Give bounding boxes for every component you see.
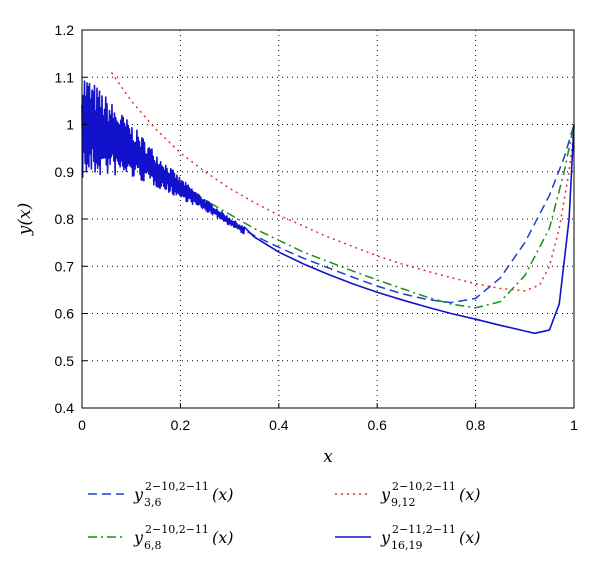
x-tick-label: 1 [570,417,578,433]
legend-superscript: 2−10,2−11 [145,523,209,536]
legend-symbol: y [380,528,391,547]
legend-superscript: 2−11,2−11 [392,523,456,536]
x-tick-label: 0 [78,417,86,433]
series-line-2 [81,123,575,309]
y-tick-label: 1 [66,117,74,133]
legend-subscript: 16,19 [391,539,423,552]
legend-subscript: 3,6 [144,496,162,509]
legend: y 2−10,2−113,6 (x) y 2−10,2−119,12 (x)y 2−10,2… [88,480,481,552]
y-tick-label: 0.8 [55,211,75,227]
legend-symbol: y [380,485,391,504]
x-tick-label: 0.6 [367,417,387,433]
legend-symbol: y [133,485,144,504]
legend-argument: (x) [459,485,481,504]
legend-item-3: y 2−10,2−11 9,12 (x) [335,480,481,509]
y-tick-label: 0.9 [55,164,75,180]
y-tick-label: 0.6 [55,306,75,322]
y-tick-label: 0.4 [55,400,75,416]
x-axis-label: x [323,447,333,467]
legend-superscript: 2−10,2−11 [145,480,209,493]
series-lines [81,72,575,335]
legend-superscript: 2−10,2−11 [392,480,456,493]
legend-item-1: y 2−10,2−11 3,6 (x) [88,480,234,509]
legend-symbol: y [133,528,144,547]
legend-subscript: 6,8 [144,539,162,552]
x-tick-label: 0.4 [269,417,289,433]
y-tick-label: 0.5 [55,353,75,369]
x-tick-label: 0.2 [171,417,191,433]
legend-item-2: y 2−10,2−11 6,8 (x) [88,523,234,552]
legend-subscript: 9,12 [391,496,416,509]
series-line-1 [81,124,575,304]
legend-item-4: y 2−11,2−11 16,19 (x) [335,523,481,552]
series-line-4 [81,80,575,335]
x-tick-label: 0.8 [466,417,486,433]
grid-lines [81,29,575,409]
series-line-3 [110,72,575,292]
y-tick-label: 1.1 [55,69,75,85]
legend-argument: (x) [459,528,481,547]
axis-ticks: 0 0.2 0.4 0.6 0.8 1 0.4 0.5 0.6 0.7 0.8 0.9 1 1.1 1.2 [55,22,579,433]
y-tick-label: 0.7 [55,258,75,274]
legend-argument: (x) [212,528,234,547]
y-tick-label: 1.2 [55,22,75,38]
y-axis-label: y(x) [15,203,35,236]
legend-argument: (x) [212,485,234,504]
